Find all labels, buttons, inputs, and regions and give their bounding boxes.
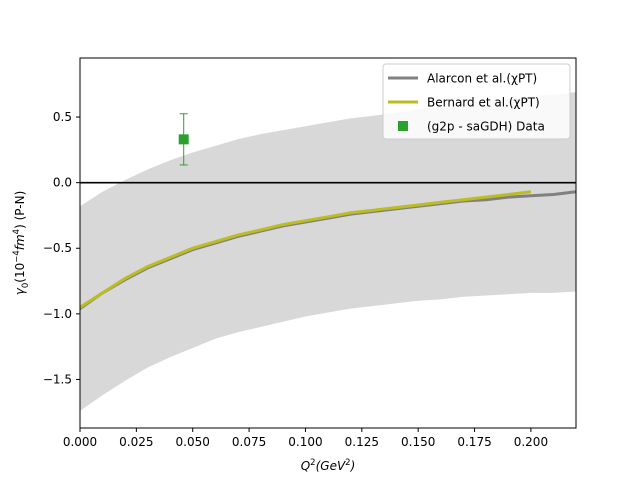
y-axis-label-open: (10: [13, 263, 27, 283]
x-tick-label: 0.075: [232, 435, 266, 449]
series-line-bernard: [80, 190, 532, 309]
band-layer: [80, 92, 576, 411]
x-tick-label: 0.125: [345, 435, 379, 449]
x-axis-label-sup: 2: [310, 458, 315, 468]
y-tick-label: −1.0: [43, 307, 72, 321]
x-axis-label-unit: (GeV: [316, 459, 346, 473]
legend: Alarcon et al.(χPT) Bernard et al.(χPT) …: [382, 63, 571, 140]
x-tick-label: 0.025: [119, 435, 153, 449]
line-layer: [80, 181, 576, 310]
y-axis-label: γ0(10−4fm4) (P-N): [12, 191, 31, 296]
legend-label-bernard: Bernard et al.(χPT): [427, 96, 540, 110]
x-tick-label: 0.100: [288, 435, 322, 449]
legend-swatch-data: [398, 121, 408, 131]
y-axis-label-sup1: −4: [12, 250, 22, 263]
x-axis-label-close: ): [350, 459, 356, 473]
y-tick-label: 0.5: [53, 110, 72, 124]
x-axis-label: Q2(GeV2): [301, 458, 356, 473]
x-tick-label: 0.000: [63, 435, 97, 449]
x-tick-label: 0.050: [176, 435, 210, 449]
y-tick-label: −0.5: [43, 241, 72, 255]
legend-box: [382, 63, 571, 140]
x-tick-label: 0.200: [514, 435, 548, 449]
y-axis-label-sup2: 4: [12, 229, 22, 234]
x-tick-label: 0.150: [401, 435, 435, 449]
y-axis-label-fm: fm: [13, 234, 27, 250]
y-axis-label-gamma: γ: [13, 287, 27, 295]
x-tick-label: 0.175: [457, 435, 491, 449]
y-tick-label: 0.0: [53, 176, 72, 190]
point-layer: [178, 113, 189, 166]
y-axis-label-close: ) (P-N): [13, 191, 27, 229]
y-tick-label: −1.5: [43, 372, 72, 386]
x-axis-label-unit-sup: 2: [345, 458, 350, 468]
y-axis-label-sub: 0: [21, 283, 31, 288]
legend-label-data: (g2p - saGDH) Data: [427, 120, 545, 134]
uncertainty-band: [80, 92, 576, 411]
legend-label-alarcon: Alarcon et al.(χPT): [427, 72, 537, 86]
x-axis-label-q: Q: [301, 459, 310, 473]
x-axis-ticks: 0.000 0.025 0.050 0.075 0.100 0.125 0.150 0.175…: [63, 428, 548, 449]
plot-frame: [79, 57, 577, 429]
y-axis-ticks: 0.5 0.0 −0.5 −1.0 −1.5: [43, 110, 80, 386]
data-point-marker: [178, 134, 189, 145]
